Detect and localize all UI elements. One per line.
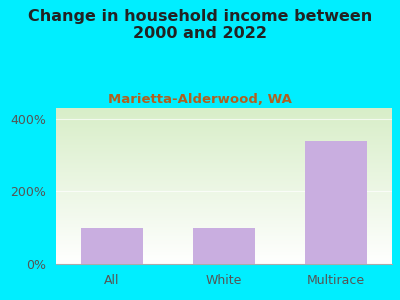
Text: Marietta-Alderwood, WA: Marietta-Alderwood, WA bbox=[108, 93, 292, 106]
Bar bbox=[305, 141, 367, 264]
Bar bbox=[81, 228, 143, 264]
Text: Change in household income between
2000 and 2022: Change in household income between 2000 … bbox=[28, 9, 372, 41]
Bar bbox=[193, 228, 255, 264]
